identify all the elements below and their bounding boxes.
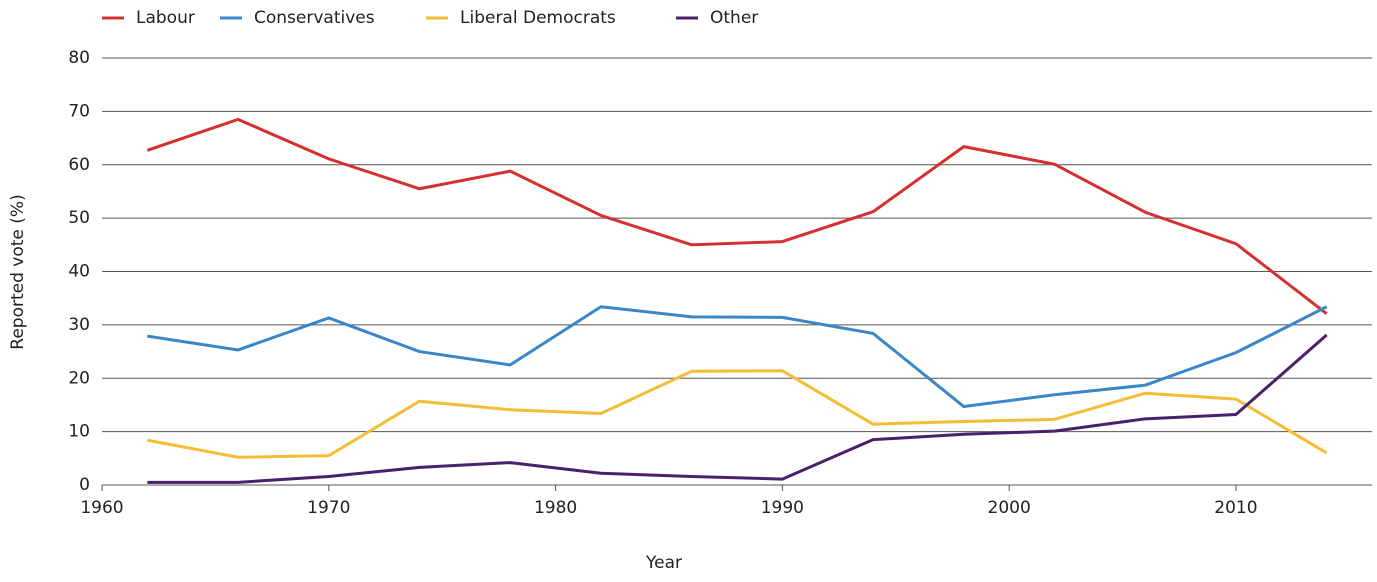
x-tick-label: 1980 xyxy=(534,498,577,518)
x-tick-label: 1960 xyxy=(80,498,123,518)
series-line xyxy=(147,369,1328,459)
series-line xyxy=(147,333,1328,484)
y-tick-label: 20 xyxy=(68,368,90,388)
y-tick-label: 60 xyxy=(68,155,90,175)
y-tick-label: 40 xyxy=(68,262,90,282)
x-tick-label: 2000 xyxy=(988,498,1031,518)
x-tick-label: 1990 xyxy=(761,498,804,518)
y-tick-label: 50 xyxy=(68,208,90,228)
y-tick-label: 80 xyxy=(68,48,90,68)
legend-label: Labour xyxy=(136,8,195,28)
series-line xyxy=(147,305,1328,409)
y-tick-label: 10 xyxy=(68,422,90,442)
x-tick-label: 2010 xyxy=(1214,498,1257,518)
y-tick-label: 0 xyxy=(79,475,90,495)
series-line xyxy=(146,117,1328,315)
y-tick-label: 70 xyxy=(68,101,90,121)
legend-label: Other xyxy=(710,8,758,28)
legend-label: Conservatives xyxy=(254,8,375,28)
x-tick-label: 1970 xyxy=(307,498,350,518)
legend-label: Liberal Democrats xyxy=(460,8,616,28)
y-axis-title: Reported vote (%) xyxy=(8,194,28,349)
x-axis-title: Year xyxy=(645,553,682,573)
y-tick-label: 30 xyxy=(68,315,90,335)
